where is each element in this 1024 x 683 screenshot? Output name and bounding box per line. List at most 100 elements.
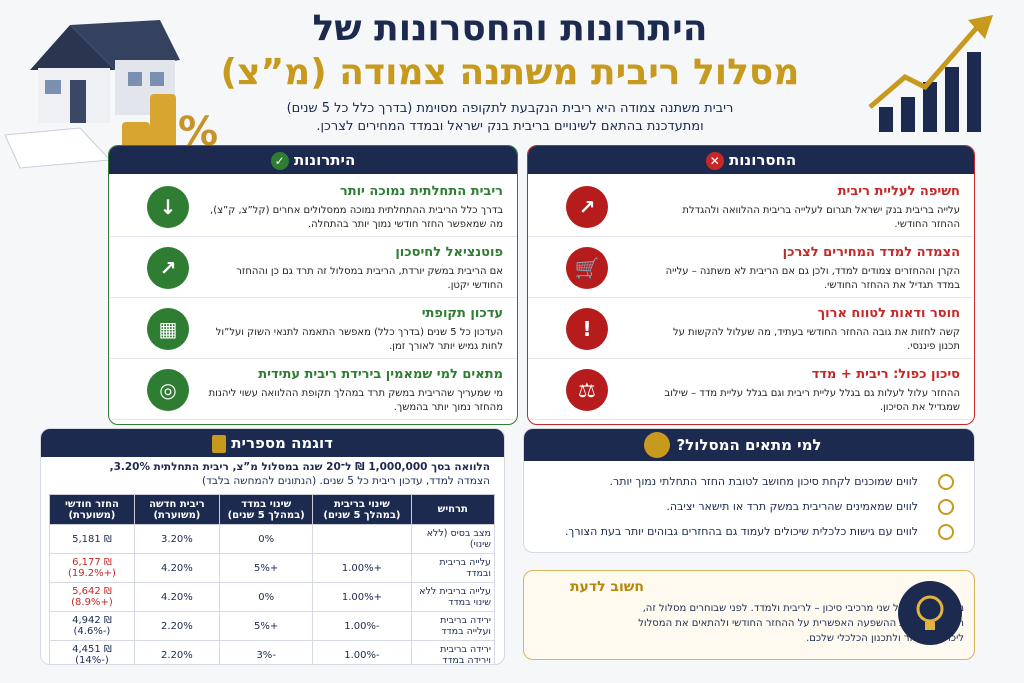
item-text: ההחזר עלול לעלות גם בגלל עליית ריבית וגם… [664,388,960,413]
suitability-item: לווים עם גישות כלכלית שיכולים לעמוד גם ב… [564,525,918,538]
table-cell: ₪ 4,942 (-4.6%) [49,611,135,641]
item-icon: 🛒 [566,247,608,289]
item-icon: ↗ [147,247,189,289]
table-cell: -3% [218,640,314,664]
table-cell: ₪ 6,177 (+19.2%) [49,553,135,583]
item-icon: ! [566,308,608,350]
title-line: היתרונות והחסרונות של [312,8,708,49]
suitability-panel: למי מתאים המסלול? לווים שמוכנים לקחת סיכ… [523,428,975,553]
cell-text: 4.20% [161,591,193,603]
table-cell: 3.20% [133,524,221,554]
example-intro: הלוואה בסך 1,000,000 ₪ ל־20 שנה במסלול מ… [41,457,504,488]
list-item: סיכון כפול: ריבית + מדד ההחזר עלול לעלות … [528,359,974,420]
table-cell: עלייה בריבית ובמדד [410,553,496,583]
check-icon [938,524,954,540]
disadvantages-panel: החסרונות ✕ חשיפה לעליית ריבית עלייה בריבי… [527,145,975,425]
suitability-item: לווים שמוכנים לקחת סיכון מחושב לטובת החז… [609,475,918,488]
list-item: ריבית התחלתית נמוכה יותר בדרך כלל הריבית … [109,176,517,237]
table-cell: 4.20% [133,553,221,583]
item-icon: ▦ [147,308,189,350]
item-title: חשיפה לעליית ריבית [837,184,960,199]
person-icon [644,432,670,458]
table-cell: עלייה בריבית ללא שינוי במדד [410,582,496,612]
item-icon: ↓ [147,186,189,228]
item-text: העדכון כל 5 שנים (בדרך כלל) מאפשר התאמה … [215,327,503,352]
cell-text: ₪ 4,942 [72,615,112,626]
table-cell: -1.00% [312,611,412,641]
item-text: אם הריבית במשק יורדת, הריבית במסלול זה ת… [236,266,503,291]
table-cell: +5% [218,611,314,641]
cell-text: ₪ 6,177 [72,557,112,568]
item-text: עלייה בריבית בנק ישראל תגרום לעלייה בריב… [682,205,960,230]
cell-change: (-4.6%) [73,626,111,637]
growth-illustration [868,15,993,132]
cell-text: עלייה בריבית ללא שינוי במדד [419,586,491,608]
table-row: ירידה בריבית וירידה במדד -1.00% -3% 2.20% ₪ … [49,640,496,665]
table-row: עלייה בריבית ללא שינוי במדד +1.00% 0% 4.20%… [49,582,496,612]
item-text: מי שמעריך שהריבית במשק תרד במהלך תקופת ה… [208,388,503,413]
table-cell: ירידה בריבית וירידה במדד [410,640,496,665]
cell-change: (+8.9%) [71,597,113,608]
table-cell: +1.00% [312,553,412,583]
cell-text: ₪ 5,642 [72,586,112,597]
panel-header: דוגמה מספרית [41,429,504,457]
panel-title: היתרונות [293,151,356,169]
table-cell: ₪ 5,642 (+8.9%) [49,582,135,612]
check-icon [938,499,954,515]
item-title: מתאים למי שמאמין בירידת ריבית עתידית [258,367,503,382]
cell-text: +1.00% [341,562,383,574]
title-line: מסלול ריבית משתנה צמודה (מ”צ) [220,52,800,93]
list-item: הצמדה למדד המחירים לצרכן הקרן וההחזרים צמ… [528,237,974,298]
column-header: תרחיש [410,494,496,525]
table-row: עלייה בריבית ובמדד +1.00% +5% 4.20% ₪ 6,177(… [49,553,496,583]
cell-text: ירידה בריבית ועלייה במדד [440,615,491,637]
cell-text: ₪ 4,451 [72,644,112,655]
table-cell: +5% [218,553,314,583]
table-cell: +1.00% [312,582,412,612]
table-cell: 0% [218,582,314,612]
panel-title: דוגמה מספרית [231,434,333,452]
item-title: עדכון תקופתי [421,306,503,321]
list-item: חשיפה לעליית ריבית עלייה בריבית בנק ישראל… [528,176,974,237]
table-cell: 2.20% [133,640,221,664]
table-cell: ירידה בריבית ועלייה במדד [410,611,496,641]
item-icon: ⚖ [566,369,608,411]
cell-text: ₪ 5,181 [72,533,112,545]
column-header: שינוי בריבית (במהלך 5 שנים) [312,494,412,525]
panel-header: החסרונות ✕ [528,146,974,174]
cell-text: עלייה בריבית ובמדד [439,557,491,579]
cell-text: 0% [258,533,275,545]
list-item: חוסר ודאות לטווח ארוך קשה לחזות את גובה ה… [528,298,974,359]
cell-text: 2.20% [161,620,193,632]
table-cell: 2.20% [133,611,221,641]
table-row: ירידה בריבית ועלייה במדד -1.00% +5% 2.20% ₪ … [49,611,496,641]
list-item: מתאים למי שמאמין בירידת ריבית עתידית מי ש… [109,359,517,420]
panel-header: היתרונות ✓ [109,146,517,174]
cell-change: (+19.2%) [67,568,116,579]
cell-text: 0% [258,591,275,603]
item-title: ריבית התחלתית נמוכה יותר [339,184,503,199]
header-row: תרחיש שינוי בריבית (במהלך 5 שנים) שינוי במ… [49,494,496,525]
table-cell: 0% [218,524,314,554]
cell-text: +1.00% [341,591,383,603]
list-item: עדכון תקופתי העדכון כל 5 שנים (בדרך כלל) … [109,298,517,359]
cell-text: 4.20% [161,562,193,574]
intro-line: הלוואה בסך 1,000,000 ₪ ל־20 שנה במסלול מ… [109,461,490,473]
table-cell [312,524,412,554]
column-header: ריבית חדשה (משוערת) [133,494,221,525]
bulb-icon [898,581,962,645]
intro-line: הצמדה למדד, עדכון ריבית כל 5 שנים. (הנתו… [202,475,490,487]
table-cell: ₪ 5,181 [49,524,135,554]
cell-text: ירידה בריבית וירידה במדד [440,644,491,665]
table-cell: -1.00% [312,640,412,664]
important-panel: חשוב לדעת מסלול מ”צ כולל שני מרכיבי סיכו… [523,570,975,660]
item-icon: ↗ [566,186,608,228]
item-title: חוסר ודאות לטווח ארוך [817,306,960,321]
item-title: פוטנציאל לחיסכון [395,245,503,260]
cell-text: -1.00% [344,649,380,661]
cell-text: 3.20% [161,533,193,545]
example-panel: דוגמה מספרית הלוואה בסך 1,000,000 ₪ ל־20… [40,428,505,665]
item-text: בדרך כלל הריבית ההתחלתית נמוכה ממסלולים … [210,205,503,230]
table-cell: 4.20% [133,582,221,612]
